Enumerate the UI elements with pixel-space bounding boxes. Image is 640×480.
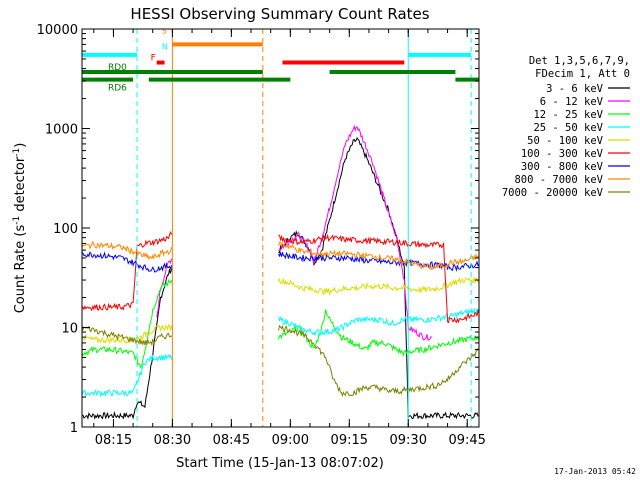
legend-label-6: 300 - 800 keV <box>521 161 604 173</box>
legend-label-4: 50 - 100 keV <box>527 135 604 147</box>
series-line-3-1 <box>278 307 479 337</box>
series-line-0-0 <box>82 266 173 420</box>
legend-label-8: 7000 - 20000 keV <box>502 187 604 199</box>
status-bar-label-1: RD0 <box>108 63 127 73</box>
legend-label-7: 800 - 7000 keV <box>514 174 603 186</box>
x-tick-label-6: 09:45 <box>448 433 485 448</box>
footer-date: 17-Jan-2013 05:42 <box>554 467 636 476</box>
status-bar-label-5: F <box>151 54 156 64</box>
y-tick-label-2: 100 <box>53 222 78 237</box>
x-tick-label-1: 08:30 <box>154 433 191 448</box>
chart-title: HESSI Observing Summary Count Rates <box>130 5 429 23</box>
x-tick-label-3: 09:00 <box>272 433 309 448</box>
y-tick-label-4: 10000 <box>37 23 78 38</box>
legend-label-1: 6 - 12 keV <box>540 96 604 108</box>
plot-area: RD0 RD6 F SN <box>82 27 479 427</box>
series-line-8-0 <box>82 325 173 347</box>
series-line-1-0 <box>156 258 173 318</box>
saa-letter: S <box>162 27 167 36</box>
series-line-5-1 <box>278 233 479 324</box>
x-tick-label-4: 09:15 <box>331 433 368 448</box>
series-line-2-0 <box>82 278 173 370</box>
y-tick-label-0: 1 <box>70 421 78 436</box>
x-tick-label-0: 08:15 <box>95 433 132 448</box>
legend-header-line-2: FDecim 1, Att 0 <box>535 68 630 80</box>
status-bar-label-2: RD6 <box>108 84 127 94</box>
legend-header-line-1: Det 1,3,5,6,7,9, <box>529 55 630 67</box>
series-line-7-1 <box>278 241 479 271</box>
legend-label-0: 3 - 6 keV <box>546 83 604 95</box>
axes: 1 10 100 1000 10000 08:15 08:30 08:45 09:00 09:15… <box>37 23 486 448</box>
series-line-6-0 <box>82 251 173 273</box>
series-line-6-1 <box>278 251 479 273</box>
plot-group: RD0 RD6 F SN <box>82 27 479 427</box>
x-tick-label-2: 08:45 <box>213 433 250 448</box>
y-tick-label-3: 1000 <box>45 123 78 138</box>
series-line-3-0 <box>82 354 173 398</box>
night-letter: N <box>162 43 168 52</box>
series-line-5-0 <box>82 231 173 312</box>
y-axis-label: Count Rate (s-1 detector-1) <box>12 143 28 314</box>
series-line-8-1 <box>278 324 479 398</box>
y-tick-label-1: 10 <box>61 322 78 337</box>
legend-label-5: 100 - 300 keV <box>521 148 604 160</box>
series-line-2-1 <box>278 309 479 358</box>
legend-label-2: 12 - 25 keV <box>533 109 603 121</box>
series-line-7-0 <box>82 240 173 261</box>
legend-label-3: 25 - 50 keV <box>533 122 603 134</box>
y-label-mid: detector <box>13 156 28 216</box>
y-label-start: Count Rate (s <box>13 225 28 314</box>
series-line-4-1 <box>278 276 479 296</box>
series-line-4-0 <box>82 323 173 345</box>
x-tick-label-5: 09:30 <box>390 433 427 448</box>
series-line-1-1 <box>278 124 432 341</box>
y-label-end: ) <box>13 143 28 148</box>
y-label-sup1: -1 <box>12 216 22 225</box>
y-label-sup2: -1 <box>12 148 22 157</box>
x-axis-label: Start Time (15-Jan-13 08:07:02) <box>176 456 384 471</box>
